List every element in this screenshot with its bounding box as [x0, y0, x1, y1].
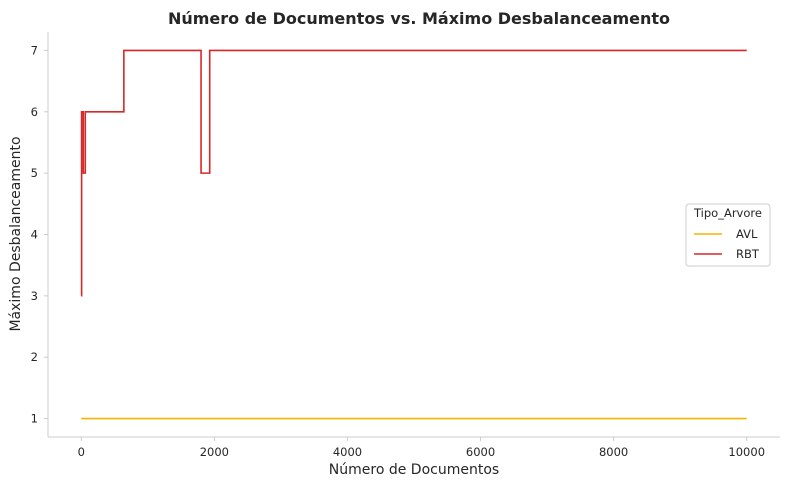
y-axis-label: Máximo Desbalanceamento [8, 136, 24, 331]
legend: Tipo_Arvore AVL RBT [685, 203, 771, 267]
legend-title: Tipo_Arvore [693, 206, 762, 220]
y-tick-label: 2 [31, 350, 38, 364]
y-tick-label: 1 [31, 412, 38, 426]
chart-title: Número de Documentos vs. Máximo Desbalan… [168, 9, 670, 28]
series-lines [80, 49, 747, 420]
legend-label-rbt: RBT [736, 247, 760, 261]
series-line-rbt [80, 49, 747, 297]
x-tick-label: 2000 [200, 445, 229, 459]
y-tick-label: 7 [31, 43, 38, 57]
legend-items: AVL RBT [694, 227, 760, 261]
x-tick-label: 10000 [728, 445, 765, 459]
y-tick-label: 3 [31, 289, 38, 303]
x-tick-label: 4000 [333, 445, 362, 459]
y-tick-label: 5 [31, 166, 38, 180]
legend-box [685, 203, 771, 267]
y-ticks: 1 2 3 4 5 6 7 [31, 43, 48, 426]
x-tick-label: 0 [78, 445, 85, 459]
plot-area: 0 2000 4000 6000 8000 10000 1 2 3 4 5 6 7 [31, 32, 780, 459]
x-tick-label: 8000 [599, 445, 628, 459]
legend-label-avl: AVL [736, 227, 758, 241]
x-axis-label: Número de Documentos [329, 462, 499, 478]
x-tick-label: 6000 [466, 445, 495, 459]
y-tick-label: 6 [31, 105, 38, 119]
x-ticks: 0 2000 4000 6000 8000 10000 [78, 437, 765, 459]
y-tick-label: 4 [31, 228, 38, 242]
